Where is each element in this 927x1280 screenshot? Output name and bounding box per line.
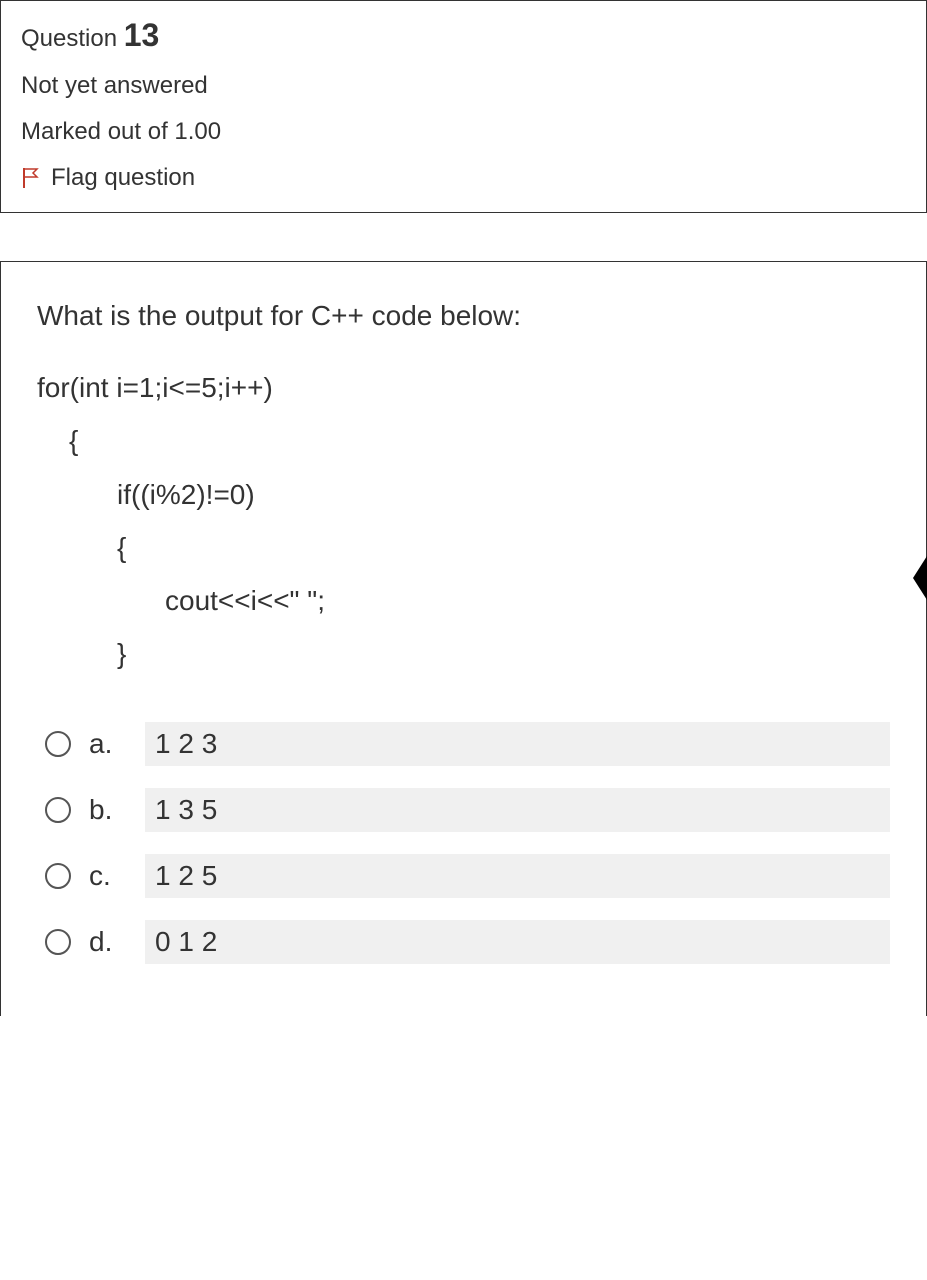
flag-icon	[21, 166, 41, 190]
radio-b[interactable]	[45, 797, 71, 823]
code-line-2: {	[37, 414, 890, 467]
code-line-1: for(int i=1;i<=5;i++)	[37, 361, 890, 414]
option-text: 1 2 3	[145, 722, 890, 766]
options-list: a. 1 2 3 b. 1 3 5 c. 1 2 5 d. 0 1 2	[37, 722, 890, 964]
option-letter: c.	[89, 860, 127, 892]
option-text: 1 2 5	[145, 854, 890, 898]
question-label: Question	[21, 25, 117, 52]
option-letter: a.	[89, 728, 127, 760]
option-letter: b.	[89, 794, 127, 826]
chevron-left-icon[interactable]	[913, 556, 927, 600]
flag-question-text: Flag question	[51, 164, 195, 192]
radio-a[interactable]	[45, 731, 71, 757]
code-line-4: {	[37, 521, 890, 574]
option-c[interactable]: c. 1 2 5	[37, 854, 890, 898]
option-text: 1 3 5	[145, 788, 890, 832]
question-title: Question 13	[21, 17, 906, 54]
marks-label: Marked out of 1.00	[21, 118, 906, 146]
option-d[interactable]: d. 0 1 2	[37, 920, 890, 964]
question-header: Question 13 Not yet answered Marked out …	[0, 0, 927, 213]
option-b[interactable]: b. 1 3 5	[37, 788, 890, 832]
code-line-3: if((i%2)!=0)	[37, 468, 890, 521]
code-line-5: cout<<i<<" ";	[37, 574, 890, 627]
flag-question-link[interactable]: Flag question	[21, 164, 906, 192]
question-body: What is the output for C++ code below: f…	[0, 261, 927, 1016]
radio-d[interactable]	[45, 929, 71, 955]
code-line-6: }	[37, 627, 890, 680]
question-number: 13	[124, 17, 160, 53]
question-prompt: What is the output for C++ code below:	[37, 296, 890, 335]
answer-status: Not yet answered	[21, 72, 906, 100]
option-letter: d.	[89, 926, 127, 958]
radio-c[interactable]	[45, 863, 71, 889]
option-text: 0 1 2	[145, 920, 890, 964]
option-a[interactable]: a. 1 2 3	[37, 722, 890, 766]
